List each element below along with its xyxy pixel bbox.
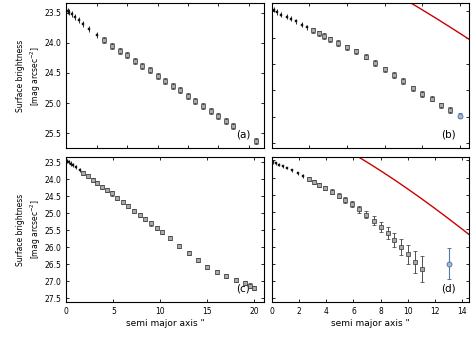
X-axis label: semi major axis ": semi major axis ": [331, 319, 410, 328]
X-axis label: semi major axis ": semi major axis ": [126, 319, 204, 328]
Text: (a): (a): [236, 130, 250, 139]
Text: (c): (c): [236, 283, 250, 293]
Text: (b): (b): [441, 130, 456, 139]
Y-axis label: Surface brightness
[mag arcsec$^{-2}$]: Surface brightness [mag arcsec$^{-2}$]: [16, 40, 43, 112]
Y-axis label: Surface brightness
[mag arcsec$^{-2}$]: Surface brightness [mag arcsec$^{-2}$]: [16, 193, 43, 265]
Text: (d): (d): [441, 283, 456, 293]
